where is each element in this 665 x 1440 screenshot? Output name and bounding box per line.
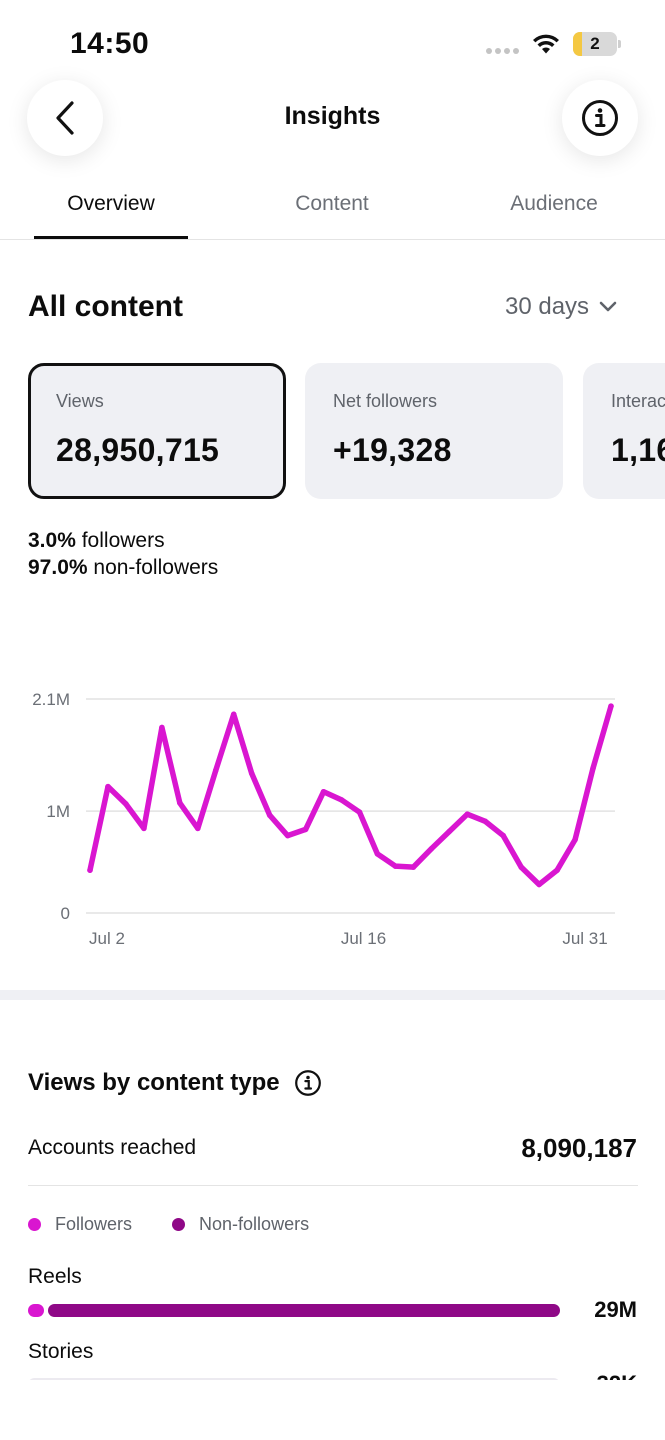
battery-fill [573,32,582,56]
views-data-point [213,767,219,774]
info-circle-icon[interactable] [294,1069,322,1097]
section-divider [0,990,665,1000]
metric-card-views[interactable]: Views 28,950,715 [28,363,286,499]
accounts-reached-value: 8,090,187 [521,1133,637,1163]
metric-card-value: +19,328 [333,432,452,468]
y-tick-label: 2.1M [32,690,70,709]
views-data-point [572,836,578,843]
views-data-point [500,832,506,839]
views-data-point [195,825,201,832]
views-data-point [392,863,399,869]
metric-card-value: 1,16 [611,432,665,468]
views-line-chart: 2.1M 1M 0 Jul 2 Jul 16 Jul 31 [32,690,615,948]
views-data-point [428,846,435,852]
non-followers-dot-icon [172,1218,186,1231]
metric-card-net-followers[interactable]: Net followers +19,328 [305,363,563,499]
views-data-point [302,826,309,833]
non-followers-label: non-followers [93,556,219,579]
views-series-line [87,703,614,888]
legend-label: Followers [55,1214,133,1234]
info-circle-icon [582,100,618,136]
legend-item-non-followers: Non-followers [172,1214,309,1235]
metric-card-label: Net followers [333,391,438,411]
followers-percent: 3.0% [28,529,76,552]
status-time: 14:50 [70,27,150,60]
views-data-point [374,851,381,857]
views-data-point [320,788,327,795]
non-followers-segment [47,1304,560,1317]
chevron-left-icon [56,101,74,135]
non-followers-percent: 97.0% [28,556,88,579]
y-tick-label: 0 [61,904,70,923]
date-range-select[interactable]: 30 days [505,293,617,321]
date-range-value: 30 days [505,293,590,320]
followers-label: followers [81,529,165,552]
back-button[interactable] [27,80,103,156]
chevron-down-icon [599,301,617,312]
followers-segment [28,1304,44,1317]
followers-dot-icon [28,1218,41,1231]
x-tick-label: Jul 2 [89,929,125,948]
views-data-point [338,797,345,803]
views-data-point [87,867,93,873]
metric-card-label: Interactions [611,391,665,411]
views-data-point [284,832,291,839]
tab-content[interactable]: Content [295,192,369,215]
content-type-legend: Followers Non-followers [28,1214,349,1235]
page-title: Insights [284,102,381,130]
views-data-point [554,867,560,873]
section-title: All content [28,290,183,323]
views-data-point [608,703,614,709]
views-data-point [123,801,129,807]
views-data-point [141,825,147,832]
views-data-point [266,812,273,818]
wifi-icon [533,34,559,54]
views-data-point [105,783,111,790]
metric-card-value: 28,950,715 [56,432,220,468]
views-data-point [177,800,183,806]
x-tick-label: Jul 31 [562,929,607,948]
legend-item-followers: Followers [28,1214,132,1235]
reels-bar[interactable] [28,1304,560,1317]
accounts-reached-label: Accounts reached [28,1136,197,1159]
tab-overview[interactable]: Overview [67,192,155,215]
views-data-point [464,811,471,817]
y-tick-label: 1M [46,802,70,821]
views-data-point [356,809,363,815]
x-tick-label: Jul 16 [341,929,386,948]
views-data-point [446,828,453,835]
content-type-section: Views by content type [28,1069,322,1097]
reels-value: 29M [594,1297,637,1322]
views-data-point [590,765,596,772]
views-data-point [230,711,237,718]
scroll-clip [0,1380,665,1440]
views-data-point [159,724,165,731]
cellular-signal-icon [486,48,519,54]
stories-label: Stories [28,1340,94,1363]
non-followers-split: 97.0% non-followers [28,556,218,580]
views-data-point [482,818,488,825]
legend-label: Non-followers [199,1214,310,1234]
views-data-point [518,864,524,870]
reels-label: Reels [28,1265,82,1288]
metric-card-interactions[interactable]: Interactions 1,16 [583,363,665,499]
battery-icon: 2 [573,32,621,56]
metric-card-label: Views [56,391,104,411]
battery-percent: 2 [590,34,600,53]
divider [28,1185,638,1186]
active-tab-indicator [34,236,188,239]
tab-audience[interactable]: Audience [510,192,598,215]
views-data-point [410,864,417,870]
status-bar: 14:50 2 [0,0,665,80]
views-data-point [536,881,542,888]
content-type-title: Views by content type [28,1069,280,1096]
views-data-point [248,770,255,777]
followers-split: 3.0% followers [28,529,165,553]
info-button[interactable] [562,80,638,156]
tab-bar: Overview Content Audience [0,188,665,240]
